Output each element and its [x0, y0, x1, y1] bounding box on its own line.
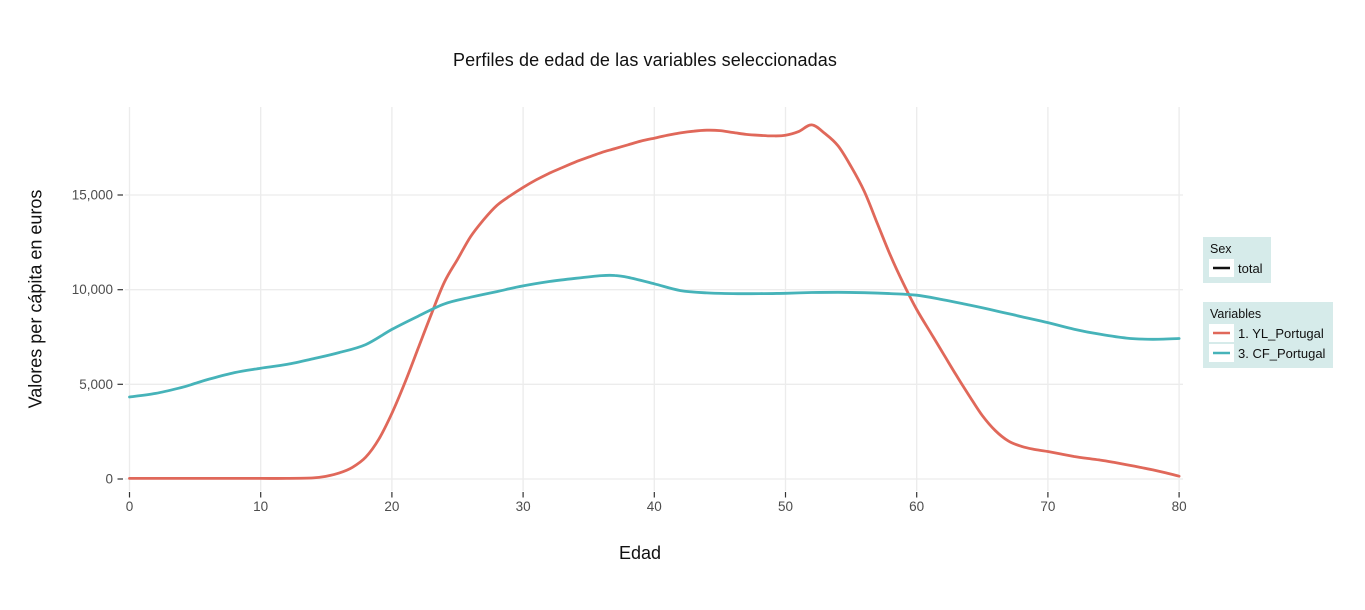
legend-variables: Variables 1. YL_Portugal 3. CF_Portugal	[1203, 302, 1334, 368]
line-swatch-icon	[1213, 331, 1230, 335]
legend-label-cf-portugal: 3. CF_Portugal	[1238, 345, 1326, 361]
y-tick-label: 0	[105, 472, 113, 487]
x-tick-label: 50	[778, 499, 793, 514]
legend-item-yl-portugal: 1. YL_Portugal	[1209, 324, 1325, 342]
legend-item-cf-portugal: 3. CF_Portugal	[1209, 344, 1325, 362]
legend-sex-title: Sex	[1210, 242, 1232, 256]
legend-label-total: total	[1238, 260, 1263, 276]
x-tick-label: 10	[253, 499, 268, 514]
x-axis-title: Edad	[618, 543, 662, 563]
series-line-3-cf-portugal	[128, 273, 1181, 399]
x-tick-label: 20	[384, 499, 399, 514]
legend-sex: Sex total	[1203, 237, 1271, 283]
x-tick-label: 30	[516, 499, 531, 514]
y-tick-label: 10,000	[72, 282, 113, 297]
y-tick-label: 5,000	[79, 377, 113, 392]
x-tick-label: 0	[126, 499, 134, 514]
legend-key-total	[1209, 259, 1234, 277]
y-tick-label: 15,000	[72, 188, 113, 203]
chart-title: Perfiles de edad de las variables selecc…	[453, 50, 837, 70]
series-line-1-yl-portugal	[128, 123, 1181, 480]
line-swatch-icon	[1213, 351, 1230, 355]
legend-variables-title: Variables	[1210, 307, 1262, 321]
legend-label-yl-portugal: 1. YL_Portugal	[1238, 325, 1324, 341]
x-tick-label: 40	[647, 499, 662, 514]
x-tick-label: 80	[1172, 499, 1187, 514]
x-tick-label: 60	[909, 499, 924, 514]
x-tick-label: 70	[1040, 499, 1055, 514]
legend-key-cf-portugal	[1209, 344, 1234, 362]
y-axis-title: Valores per cápita en euros	[25, 189, 46, 409]
legend-key-yl-portugal	[1209, 324, 1234, 342]
legend-item-total: total	[1209, 259, 1263, 277]
line-swatch-icon	[1213, 266, 1230, 270]
